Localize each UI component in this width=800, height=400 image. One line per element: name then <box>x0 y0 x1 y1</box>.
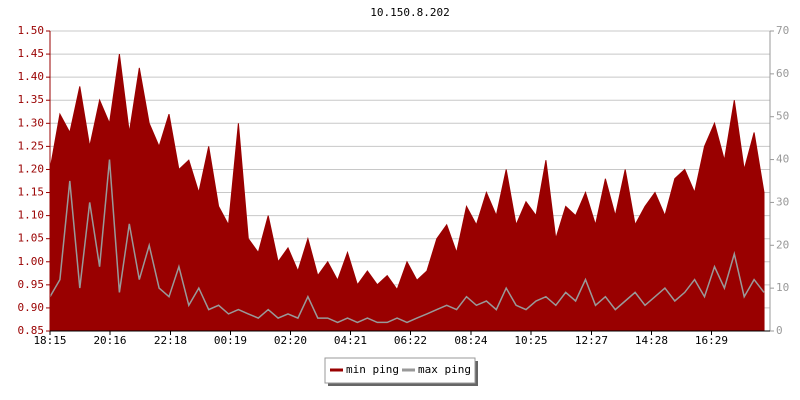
x-tick-label: 00:19 <box>214 334 247 347</box>
y-tick-label: 1.30 <box>18 116 45 129</box>
y-tick-label: 1.35 <box>18 93 45 106</box>
legend-label: max ping <box>418 363 471 376</box>
x-tick-label: 02:20 <box>274 334 307 347</box>
y-tick-label: 1.45 <box>18 47 45 60</box>
x-tick-label: 04:21 <box>334 334 367 347</box>
y-tick-label: 1.50 <box>18 24 45 37</box>
y-tick-label: 1.00 <box>18 255 45 268</box>
y2-tick-label: 0 <box>776 324 783 337</box>
legend <box>324 357 476 384</box>
legend-label: min ping <box>346 363 399 376</box>
chart-title: 10.150.8.202 <box>370 6 449 19</box>
x-tick-label: 08:24 <box>454 334 487 347</box>
y2-tick-label: 20 <box>776 238 789 251</box>
x-tick-label: 12:27 <box>575 334 608 347</box>
y-tick-label: 1.20 <box>18 162 45 175</box>
y-tick-label: 1.25 <box>18 139 45 152</box>
area <box>49 54 765 332</box>
line <box>49 159 765 324</box>
y-tick-label: 0.95 <box>18 278 45 291</box>
x-tick-label: 22:18 <box>154 334 187 347</box>
y2-tick-label: 40 <box>776 153 789 166</box>
x-tick-label: 20:16 <box>93 334 126 347</box>
y-tick-label: 0.85 <box>18 324 45 337</box>
x-tick-label: 16:29 <box>695 334 728 347</box>
y-tick-label: 1.10 <box>18 209 45 222</box>
y-tick-label: 1.15 <box>18 186 45 199</box>
y2-tick-label: 50 <box>776 110 789 123</box>
y2-tick-label: 70 <box>776 24 789 37</box>
y2-tick-label: 30 <box>776 195 789 208</box>
x-tick-label: 06:22 <box>394 334 427 347</box>
y2-tick-label: 10 <box>776 281 789 294</box>
x-tick-label: 18:15 <box>33 334 66 347</box>
x-tick-label: 10:25 <box>514 334 547 347</box>
x-tick-label: 14:28 <box>635 334 668 347</box>
y2-tick-label: 60 <box>776 67 789 80</box>
y-tick-label: 1.40 <box>18 70 45 83</box>
y-tick-label: 0.90 <box>18 301 45 314</box>
y-tick-label: 1.05 <box>18 232 45 245</box>
